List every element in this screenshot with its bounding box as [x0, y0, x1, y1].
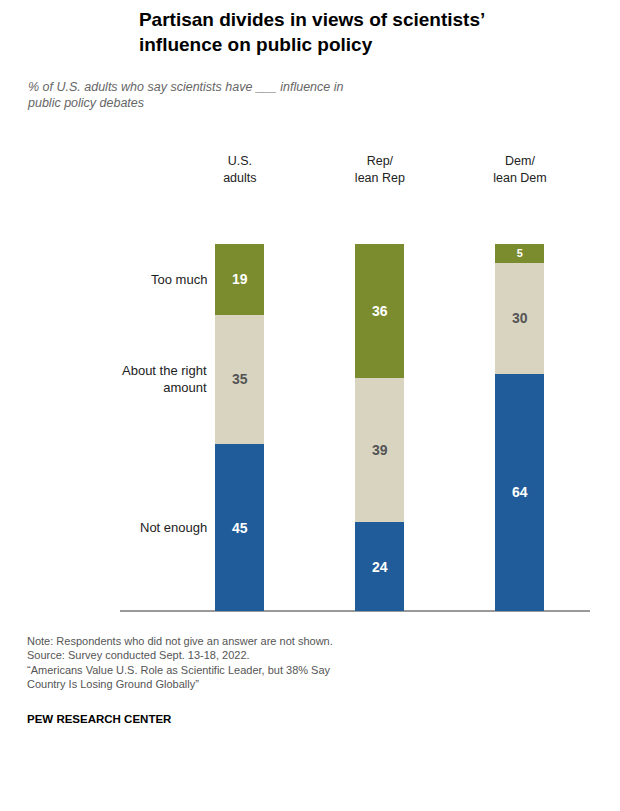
svg-text:30: 30 — [512, 310, 528, 326]
svg-text:35: 35 — [232, 371, 248, 387]
svg-text:Note: Respondents who did not: Note: Respondents who did not give an an… — [27, 635, 333, 690]
svg-text:39: 39 — [372, 442, 388, 458]
svg-text:45: 45 — [232, 520, 248, 536]
svg-text:5: 5 — [517, 247, 523, 259]
svg-text:24: 24 — [372, 559, 388, 575]
svg-text:Rep/lean Rep: Rep/lean Rep — [355, 154, 405, 184]
svg-text:Dem/lean Dem: Dem/lean Dem — [493, 154, 547, 184]
svg-text:U.S.adults: U.S.adults — [223, 154, 256, 184]
svg-text:About the rightamount: About the rightamount — [122, 363, 207, 395]
svg-text:Too much: Too much — [151, 272, 207, 287]
svg-text:36: 36 — [372, 303, 388, 319]
svg-text:Not enough: Not enough — [140, 520, 207, 535]
svg-text:Partisan divides in views of s: Partisan divides in views of scientists’… — [139, 9, 485, 55]
svg-text:% of U.S. adults who say scien: % of U.S. adults who say scientists have… — [27, 80, 343, 110]
svg-text:PEW RESEARCH CENTER: PEW RESEARCH CENTER — [27, 713, 172, 725]
svg-text:64: 64 — [512, 484, 528, 500]
svg-text:19: 19 — [232, 271, 248, 287]
